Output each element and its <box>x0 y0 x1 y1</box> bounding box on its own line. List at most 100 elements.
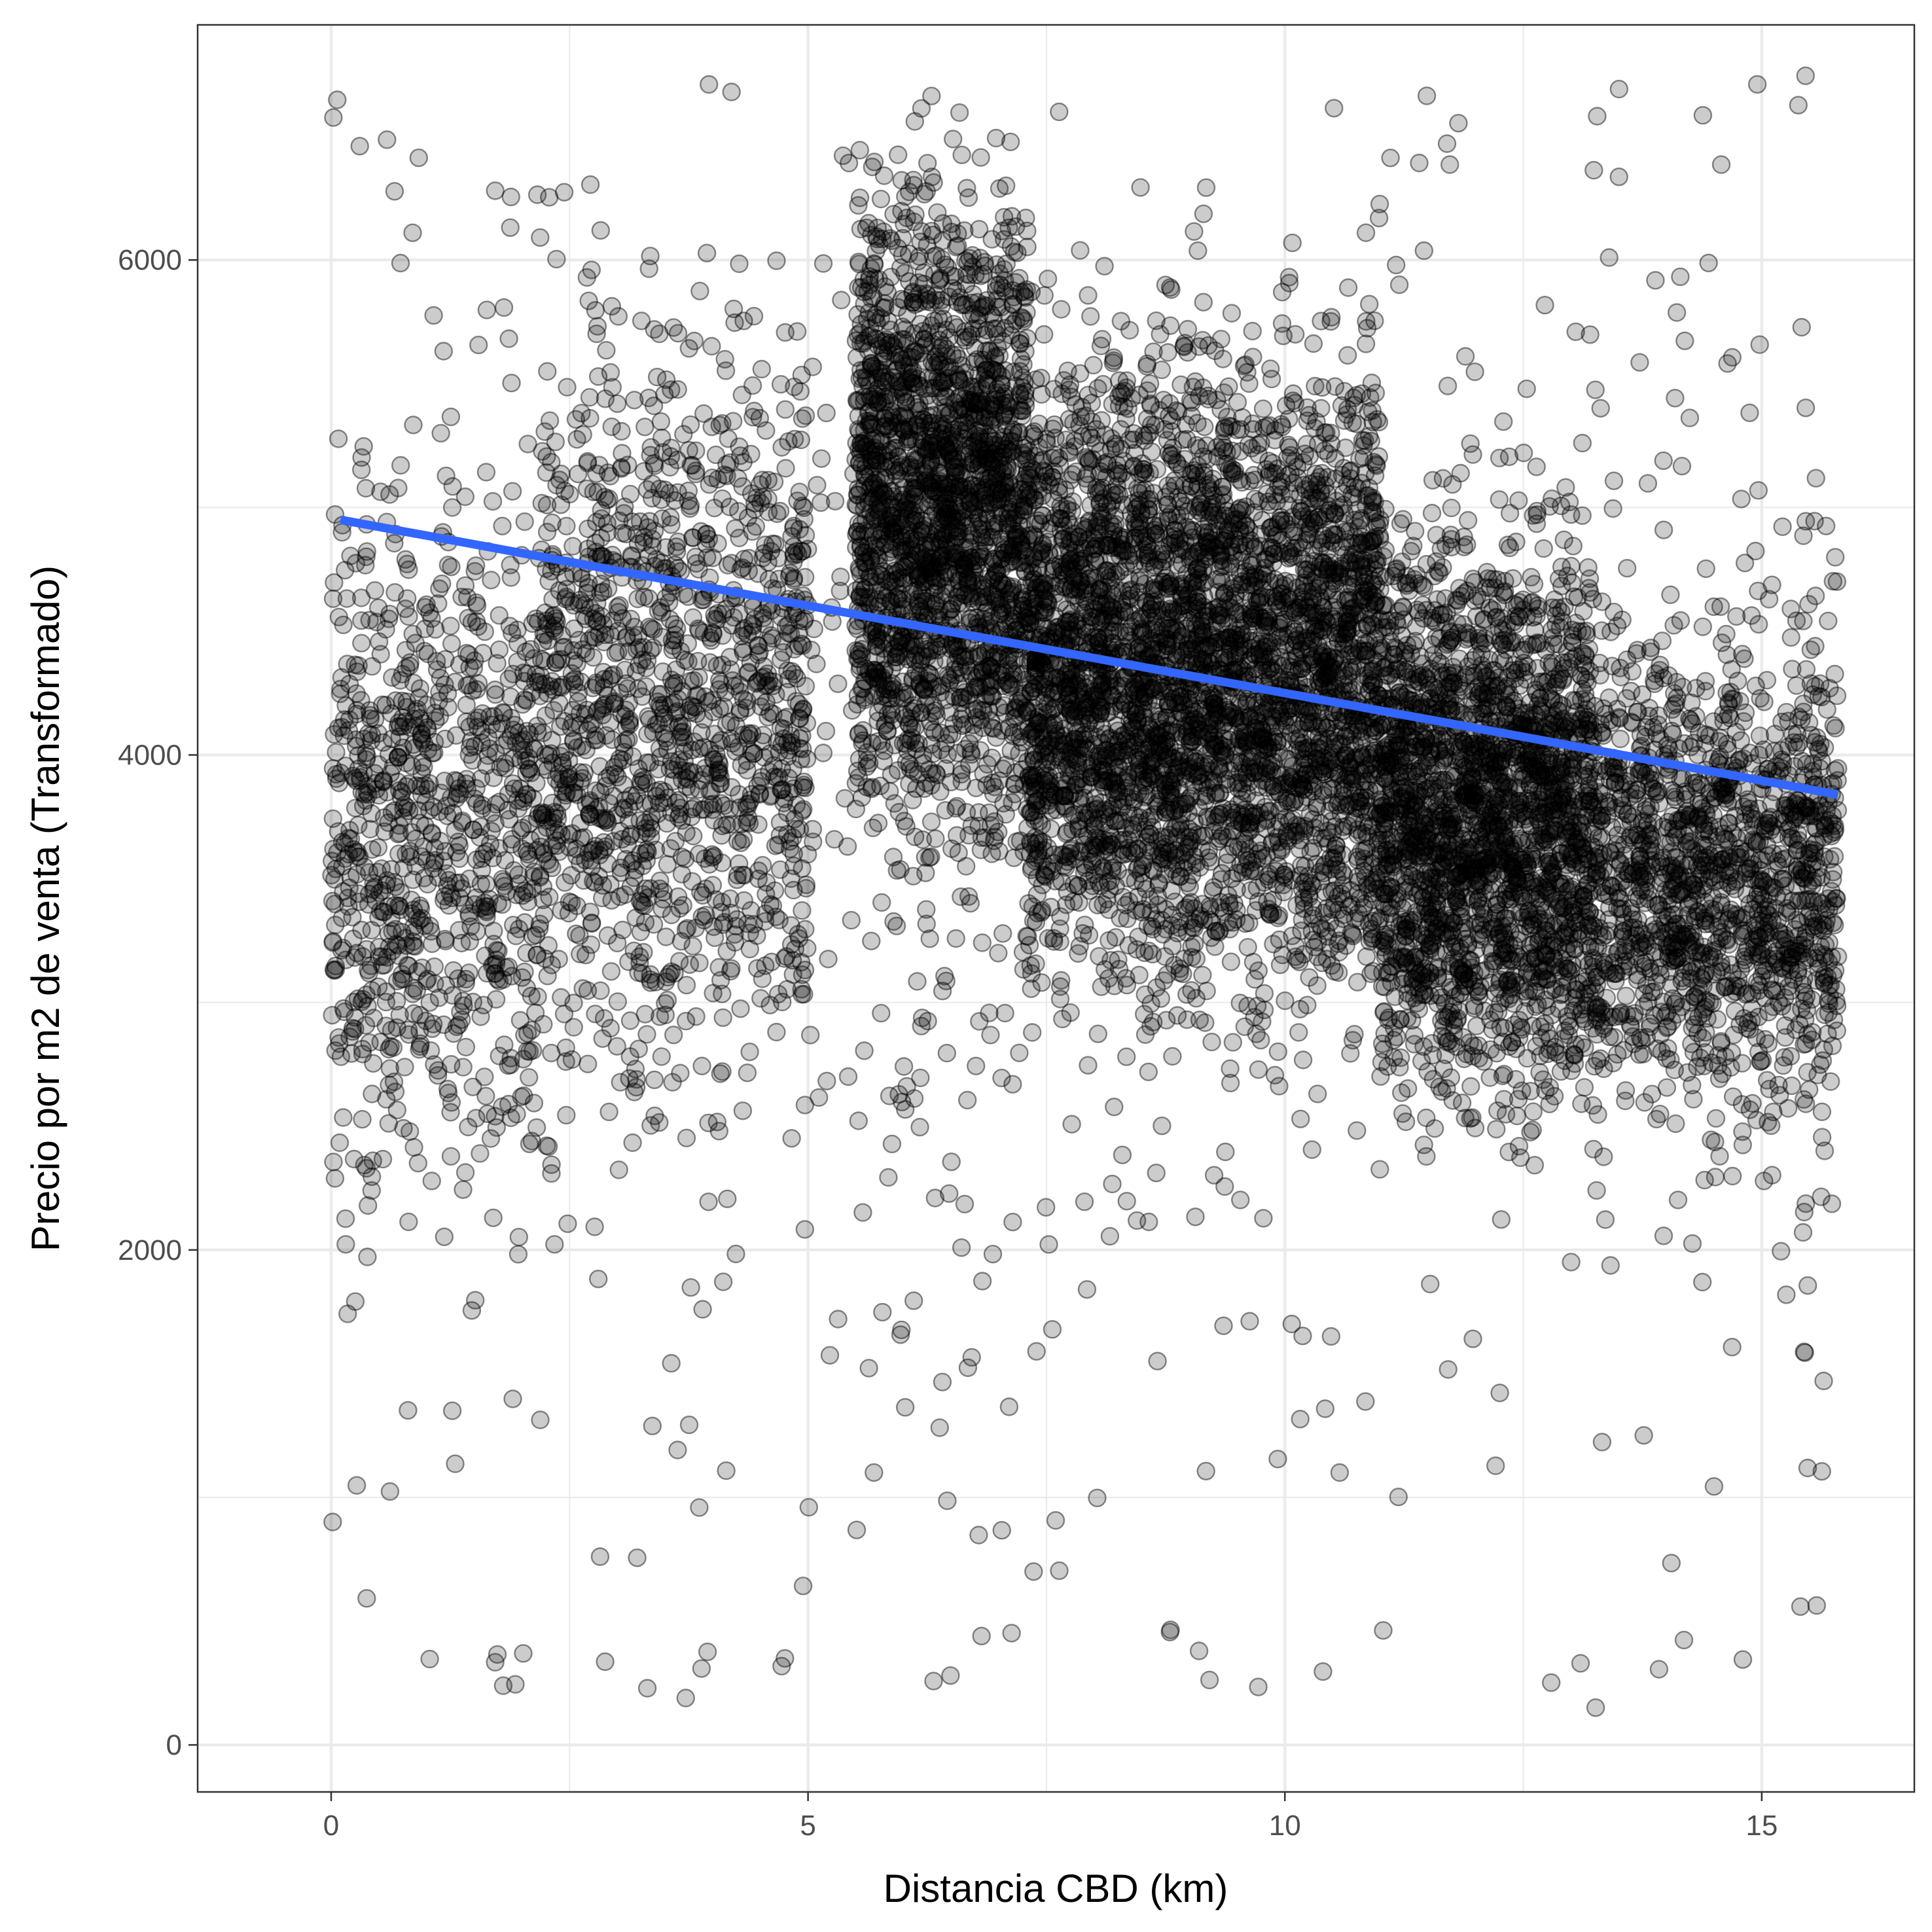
data-point <box>523 879 542 899</box>
data-point <box>898 458 918 477</box>
data-point <box>416 776 435 795</box>
data-point <box>493 895 512 914</box>
data-point <box>353 1045 372 1064</box>
data-point <box>384 1072 404 1092</box>
data-point <box>425 1055 444 1074</box>
data-point <box>788 492 807 510</box>
data-point <box>587 324 606 344</box>
data-point <box>383 941 402 961</box>
data-point <box>942 839 961 859</box>
data-point <box>389 825 408 844</box>
data-point <box>388 717 408 736</box>
data-point <box>382 803 401 822</box>
data-point <box>416 619 435 639</box>
data-point <box>584 482 603 501</box>
data-point <box>728 831 747 851</box>
data-point <box>450 655 469 674</box>
data-point <box>411 899 431 918</box>
data-point <box>434 1015 453 1034</box>
data-point <box>490 640 509 659</box>
data-point <box>920 760 939 779</box>
data-point <box>936 800 955 820</box>
data-point <box>434 891 454 910</box>
data-point <box>473 643 493 663</box>
data-point <box>1004 287 1023 307</box>
data-point <box>375 822 394 841</box>
data-point <box>336 561 355 580</box>
data-point <box>651 412 671 431</box>
data-point <box>344 929 363 948</box>
data-point <box>348 662 367 681</box>
data-point <box>385 801 404 820</box>
data-point <box>667 542 687 561</box>
data-point <box>437 864 456 883</box>
data-point <box>465 736 484 756</box>
data-point <box>353 947 372 966</box>
data-point <box>733 477 752 496</box>
data-point <box>404 917 423 937</box>
data-point <box>361 819 380 839</box>
data-point <box>918 154 937 173</box>
data-point <box>547 249 566 269</box>
data-point <box>782 662 802 681</box>
data-point <box>932 676 952 695</box>
data-point <box>622 546 641 566</box>
data-point <box>703 623 723 643</box>
data-point <box>378 783 397 802</box>
data-point <box>380 1039 399 1059</box>
data-point <box>1196 1013 1215 1032</box>
data-point <box>323 589 343 608</box>
data-point <box>455 895 474 914</box>
data-point <box>415 916 434 935</box>
data-point <box>374 808 394 827</box>
data-point <box>393 664 412 684</box>
data-point <box>486 680 505 700</box>
data-point <box>395 1058 414 1077</box>
data-point <box>403 984 422 1003</box>
data-point <box>435 675 454 694</box>
data-point <box>976 341 996 361</box>
data-point <box>502 834 521 854</box>
data-point <box>943 130 963 149</box>
data-point <box>471 874 490 894</box>
data-point <box>664 318 683 337</box>
data-point <box>435 771 454 791</box>
data-point <box>677 975 696 995</box>
data-point <box>324 839 343 859</box>
data-point <box>410 709 430 728</box>
data-point <box>392 970 411 989</box>
data-point <box>486 795 505 814</box>
data-point <box>343 908 362 927</box>
data-point <box>427 652 446 671</box>
data-point <box>363 657 382 676</box>
data-point <box>671 641 690 661</box>
data-point <box>376 620 395 639</box>
data-point <box>359 884 379 904</box>
data-point <box>515 1026 534 1045</box>
data-point <box>517 943 536 963</box>
data-point <box>529 919 549 939</box>
data-point <box>389 946 408 965</box>
data-point <box>397 753 416 773</box>
data-point <box>364 880 383 899</box>
data-point <box>514 1050 533 1069</box>
data-point <box>713 655 732 674</box>
data-point <box>791 382 810 401</box>
data-point <box>978 755 997 774</box>
data-point <box>502 830 522 849</box>
data-point <box>488 893 507 913</box>
data-point <box>387 935 406 954</box>
data-point <box>626 908 645 927</box>
data-point <box>512 741 531 760</box>
data-point <box>454 1180 473 1199</box>
data-point <box>412 847 431 866</box>
data-point <box>420 916 439 935</box>
data-point <box>1002 207 1022 226</box>
minor-gridlines <box>198 25 1914 1792</box>
data-point <box>1194 293 1213 312</box>
data-point <box>401 718 420 737</box>
data-point <box>339 844 359 864</box>
data-point <box>489 941 508 961</box>
data-point <box>427 660 447 679</box>
data-point <box>784 571 803 590</box>
